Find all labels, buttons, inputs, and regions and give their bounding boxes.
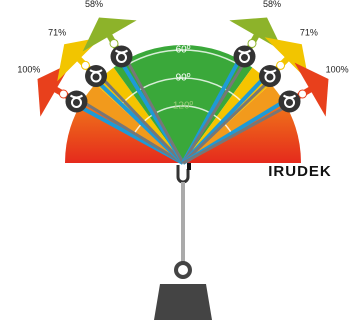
load-label: 100% [17,64,40,74]
load-label: 58% [263,0,281,9]
sling-grey [181,77,274,165]
arrow-head [37,62,72,117]
angle-label: 90º [176,73,191,84]
load-label: 58% [85,0,103,9]
anchor-ring-horns [69,94,84,99]
hook-assembly [154,163,212,320]
load-label: 71% [300,28,318,38]
arrow-head [264,37,309,82]
arrow-head [294,62,329,117]
hook-latch [187,163,191,170]
anchor-ring [85,65,108,88]
load-label: 100% [326,64,349,74]
anchor-ring [65,90,88,113]
anchor-ring [110,45,133,68]
arrow-loop [80,60,90,70]
arrow-loop [109,38,119,48]
angle-label: 60º [176,45,191,56]
fan-sector [113,45,253,163]
fan-sector [82,84,183,163]
arrow-loop [298,89,308,99]
anchor-ring [278,90,301,113]
shackle [174,261,192,279]
anchor-ring-horns [114,49,129,54]
angle-fan: 60º 90º 120º [65,45,301,163]
arrow-loop [276,60,286,70]
arrow-head [57,37,102,82]
angle-arc [126,49,240,66]
load-label: 71% [48,28,66,38]
arrow-loop [247,38,257,48]
angle-arc [122,77,244,104]
sling-grey [77,97,184,165]
angle-label: 120º [173,101,194,112]
anchor-ring [258,65,281,88]
hook [176,165,190,184]
arrow-loop [58,89,68,99]
arrow-head [82,17,137,52]
arrow-head [229,17,284,52]
anchor-ring-horns [263,69,277,74]
anchor-ring [233,45,256,68]
sling-grey [97,72,185,165]
sling-grey [122,54,185,164]
anchor-ring-horns [282,94,297,99]
anchor-ring-horns [237,49,252,54]
legs: 100% 71% 58% 58% 71% 100% [17,0,349,165]
sling-grey [181,57,249,164]
fan-sector [183,84,284,163]
weight [154,284,212,320]
brand: IRUDEK [268,163,332,180]
anchor-ring-horns [89,69,103,74]
sling-grey [182,102,292,165]
